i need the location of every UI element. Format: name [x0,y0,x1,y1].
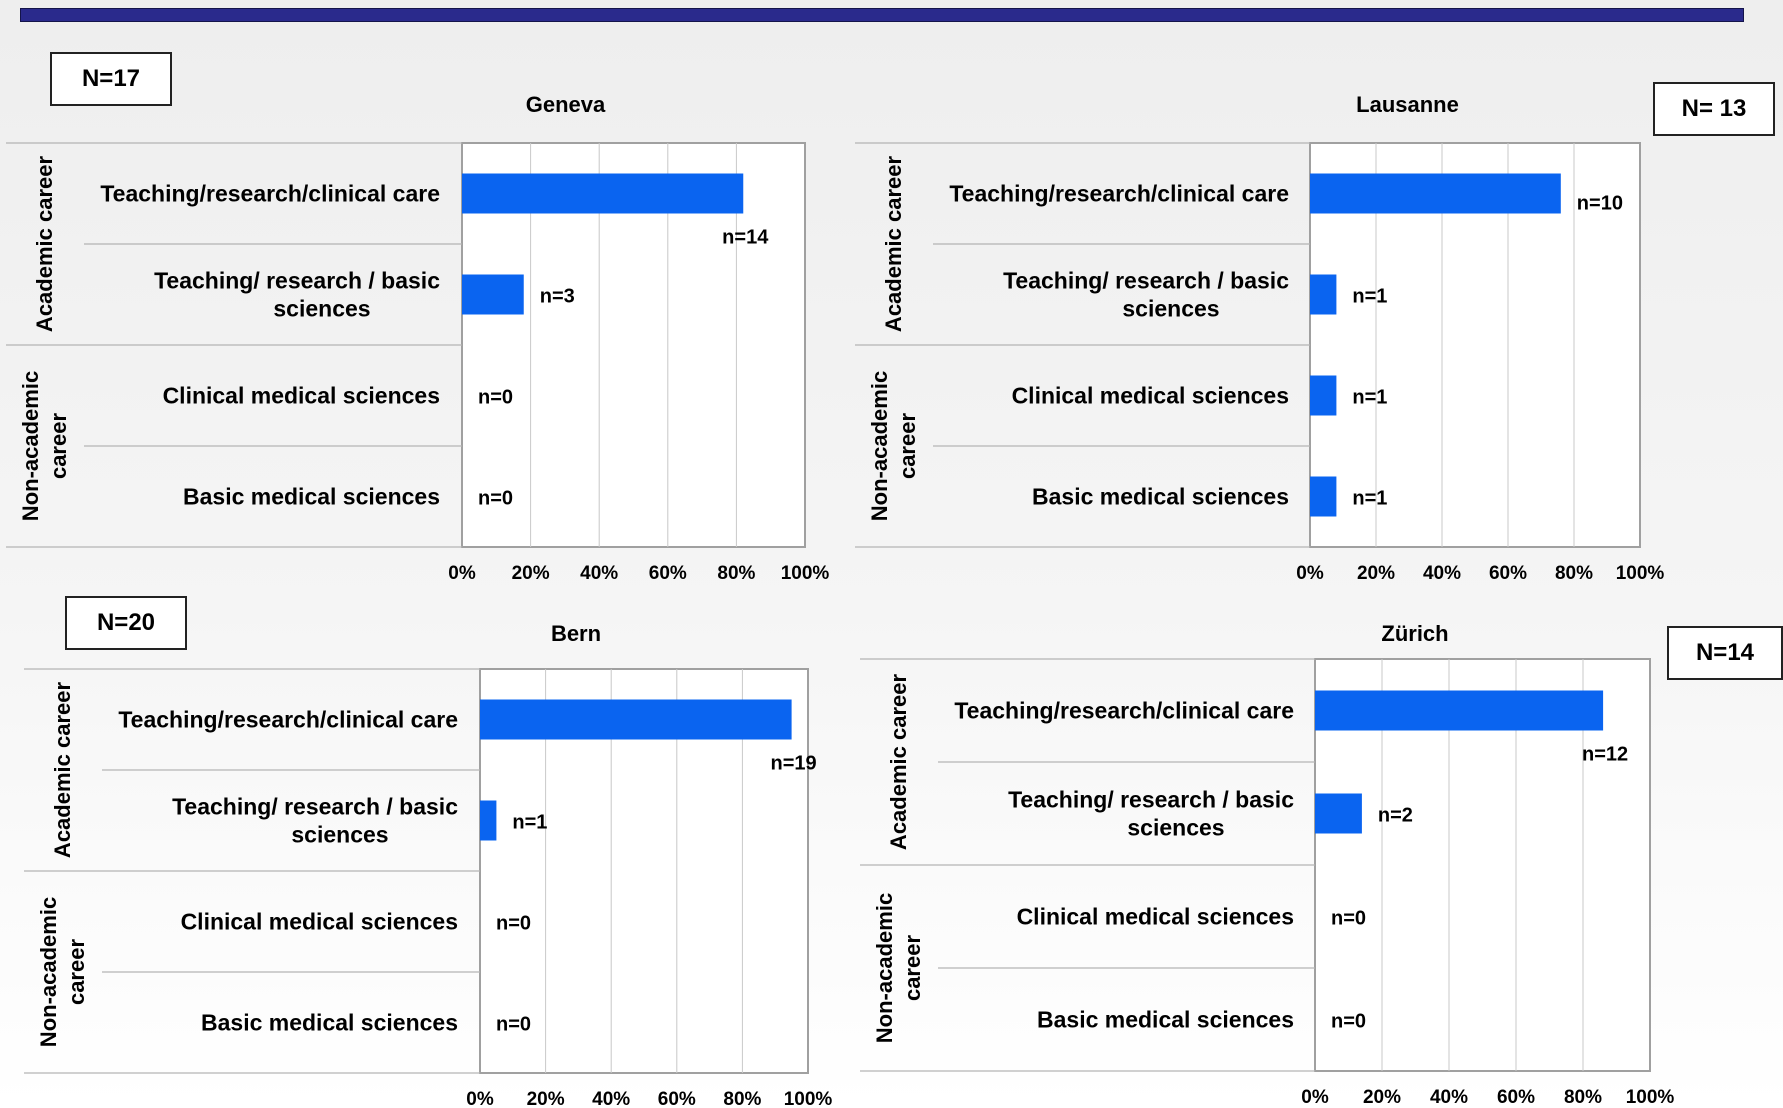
group-label-academic: Academic career [32,156,57,333]
group-label-non-academic: Non-academic [18,371,43,521]
chart-lausanne: Lausanne 0% 20% 40% 60% 80% 100% Academic caree… [855,92,1664,584]
x-tick-label: 60% [658,1089,696,1108]
data-label: n=0 [1331,908,1366,930]
group-label-academic: Academic career [881,156,906,333]
chart-geneva: Geneva 0% 20% 40% 60% 80% 100% Academic career N… [6,92,829,584]
data-label: n=1 [512,812,547,834]
category-label: Basic medical sciences [201,1010,458,1036]
category-label: Clinical medical sciences [1012,383,1289,409]
chart-zurich: Zürich 0% 20% 40% 60% 80% 100% Academic career N… [860,621,1674,1108]
data-label: n=3 [540,286,575,308]
x-tick-label: 20% [1363,1087,1401,1108]
group-label-non-academic: career [895,413,920,480]
x-tick-label: 80% [1564,1087,1602,1108]
x-tick-label: 20% [512,563,550,584]
chart-bern: Bern 0% 20% 40% 60% 80% 100% Academic career Non… [24,621,832,1108]
data-label: n=0 [478,488,513,510]
data-label: n=12 [1582,744,1628,766]
category-label: Teaching/research/clinical care [954,698,1294,724]
x-tick-label: 80% [717,563,755,584]
data-label: n=0 [496,1014,531,1036]
x-tick-label: 40% [1430,1087,1468,1108]
bar [480,699,792,740]
x-tick-label: 100% [1616,563,1665,584]
category-label: sciences [273,296,370,322]
x-tick-label: 0% [1296,563,1324,584]
x-tick-label: 40% [580,563,618,584]
category-label: Teaching/research/clinical care [118,707,458,733]
category-label: Clinical medical sciences [181,909,458,935]
category-label: Teaching/research/clinical care [100,181,440,207]
group-label-non-academic: Non-academic [872,893,897,1043]
category-label: Teaching/ research / basic [172,794,458,820]
x-tick-label: 100% [1626,1087,1675,1108]
group-label-academic: Academic career [886,674,911,851]
data-label: n=19 [771,753,817,775]
category-label: Clinical medical sciences [1017,904,1294,930]
x-tick-label: 80% [723,1089,761,1108]
bar [462,274,524,315]
data-label: n=0 [478,387,513,409]
bar [462,173,744,214]
category-label: Teaching/ research / basic [1003,268,1289,294]
n-total-box-bern: N=20 [65,596,187,650]
category-label: Basic medical sciences [183,484,440,510]
bar [1315,690,1604,731]
n-total-box-geneva: N=17 [50,52,172,106]
x-tick-label: 100% [784,1089,833,1108]
data-label: n=2 [1378,805,1413,827]
data-label: n=1 [1352,387,1387,409]
bar [1310,375,1337,416]
bar [1310,173,1561,214]
category-label: sciences [1122,296,1219,322]
x-tick-label: 40% [592,1089,630,1108]
data-label: n=1 [1352,488,1387,510]
chart-title: Zürich [1381,621,1448,646]
data-label: n=14 [722,227,769,249]
x-tick-label: 60% [1497,1087,1535,1108]
data-label: n=0 [496,913,531,935]
n-total-box-lausanne: N= 13 [1653,82,1775,136]
x-tick-label: 20% [527,1089,565,1108]
group-label-non-academic: career [900,935,925,1002]
category-label: Teaching/research/clinical care [949,181,1289,207]
bar [1315,793,1362,834]
x-tick-label: 100% [781,563,830,584]
group-label-non-academic: Non-academic [36,897,61,1047]
group-label-non-academic: career [46,413,71,480]
chart-title: Bern [551,621,601,646]
x-tick-label: 0% [448,563,476,584]
bar [480,800,497,841]
data-label: n=1 [1352,286,1387,308]
x-tick-label: 80% [1555,563,1593,584]
x-tick-label: 60% [649,563,687,584]
x-tick-label: 40% [1423,563,1461,584]
bar [1310,274,1337,315]
chart-title: Lausanne [1356,92,1459,117]
category-label: Clinical medical sciences [163,383,440,409]
x-tick-label: 0% [466,1089,494,1108]
category-label: Teaching/ research / basic [154,268,440,294]
category-label: Basic medical sciences [1037,1007,1294,1033]
x-tick-label: 0% [1301,1087,1329,1108]
x-tick-label: 20% [1357,563,1395,584]
chart-title: Geneva [526,92,606,117]
category-label: Basic medical sciences [1032,484,1289,510]
data-label: n=0 [1331,1011,1366,1033]
category-label: Teaching/ research / basic [1008,787,1294,813]
group-label-non-academic: career [64,939,89,1006]
category-label: sciences [1127,815,1224,841]
bar [1310,476,1337,517]
header-bar [20,8,1744,22]
category-label: sciences [291,822,388,848]
n-total-box-zurich: N=14 [1667,626,1783,680]
group-label-non-academic: Non-academic [867,371,892,521]
data-label: n=10 [1577,193,1623,215]
group-label-academic: Academic career [50,682,75,859]
x-tick-label: 60% [1489,563,1527,584]
